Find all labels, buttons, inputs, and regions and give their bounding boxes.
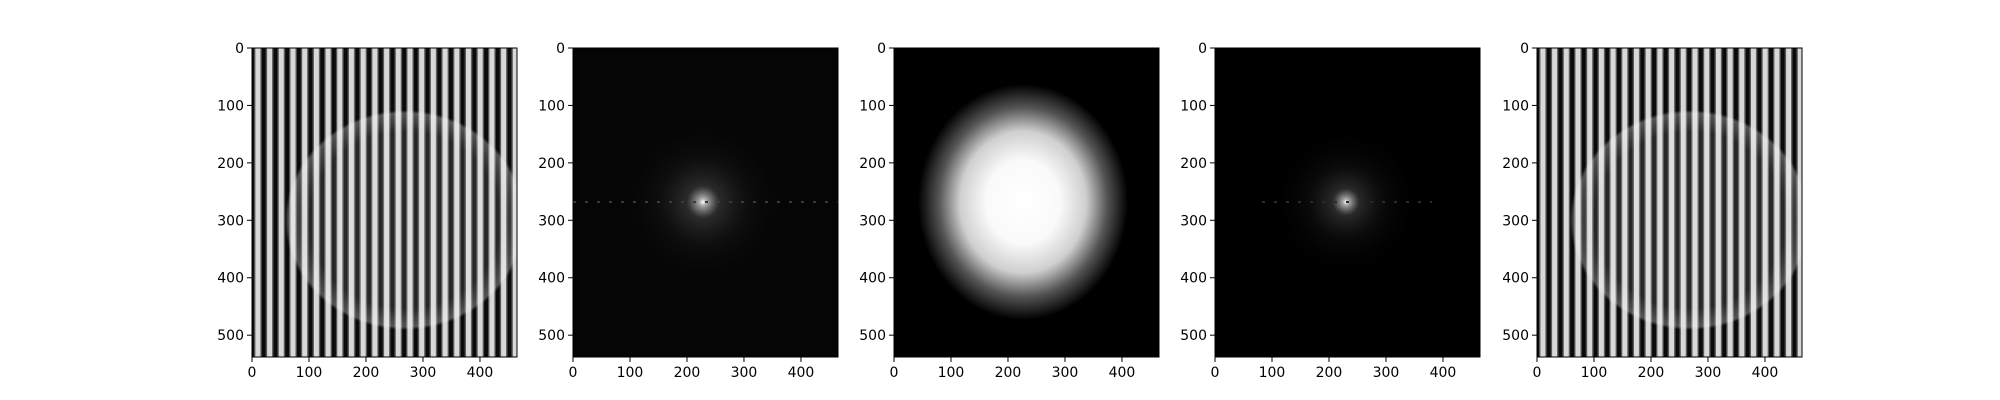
- y-tick-label: 300: [859, 213, 886, 229]
- y-tick-label: 0: [556, 41, 565, 57]
- x-tick-label: 100: [1581, 365, 1608, 381]
- y-tick-label: 400: [217, 271, 244, 287]
- y-tick-label: 500: [859, 328, 886, 344]
- y-tick-label: 400: [1180, 271, 1207, 287]
- x-tick-label: 200: [1316, 365, 1343, 381]
- x-tick-label: 100: [1259, 365, 1286, 381]
- y-tick-label: 200: [217, 156, 244, 172]
- y-tick-label: 0: [1198, 41, 1207, 57]
- x-tick-label: 0: [1533, 365, 1542, 381]
- y-tick-label: 100: [217, 98, 244, 114]
- x-tick-label: 200: [995, 365, 1022, 381]
- y-tick-label: 100: [538, 98, 565, 114]
- x-tick-label: 0: [890, 365, 899, 381]
- x-tick-label: 0: [1211, 365, 1220, 381]
- x-tick-label: 200: [1638, 365, 1665, 381]
- x-tick-label: 300: [1052, 365, 1079, 381]
- y-tick-label: 400: [859, 271, 886, 287]
- x-tick-label: 300: [410, 365, 437, 381]
- panel-2-fft-spectrum: [572, 47, 839, 358]
- panel-3-gaussian-mask: [893, 47, 1160, 358]
- y-tick-label: 200: [1180, 156, 1207, 172]
- y-tick-label: 100: [1502, 98, 1529, 114]
- x-tick-label: 0: [248, 365, 257, 381]
- y-tick-label: 0: [235, 41, 244, 57]
- x-tick-label: 300: [1373, 365, 1400, 381]
- panel-4-filtered-spectrum: [1214, 47, 1481, 358]
- x-tick-label: 100: [617, 365, 644, 381]
- x-tick-label: 400: [1109, 365, 1136, 381]
- x-tick-label: 200: [353, 365, 380, 381]
- x-tick-label: 400: [467, 365, 494, 381]
- x-tick-label: 300: [731, 365, 758, 381]
- x-tick-label: 100: [938, 365, 965, 381]
- y-tick-label: 300: [1180, 213, 1207, 229]
- y-tick-label: 300: [1502, 213, 1529, 229]
- panel-5-reconstructed-image: [1536, 47, 1803, 358]
- y-tick-label: 0: [877, 41, 886, 57]
- y-tick-label: 300: [538, 213, 565, 229]
- y-tick-label: 0: [1520, 41, 1529, 57]
- x-tick-label: 400: [1430, 365, 1457, 381]
- y-tick-label: 400: [1502, 271, 1529, 287]
- y-tick-label: 100: [859, 98, 886, 114]
- panel-1-stripe-image: [251, 47, 518, 358]
- y-tick-label: 100: [1180, 98, 1207, 114]
- y-tick-label: 500: [217, 328, 244, 344]
- y-tick-label: 500: [538, 328, 565, 344]
- y-tick-label: 200: [859, 156, 886, 172]
- x-tick-label: 100: [296, 365, 323, 381]
- y-tick-label: 200: [538, 156, 565, 172]
- x-tick-label: 200: [674, 365, 701, 381]
- axis-ticks: 0 100 200 300 400 0 100 200 300 400 500 0 100 200 300 4…: [217, 41, 1778, 381]
- x-tick-label: 400: [1752, 365, 1779, 381]
- x-tick-label: 400: [788, 365, 815, 381]
- y-tick-label: 400: [538, 271, 565, 287]
- x-tick-label: 300: [1695, 365, 1722, 381]
- y-tick-label: 200: [1502, 156, 1529, 172]
- y-tick-label: 500: [1502, 328, 1529, 344]
- y-tick-label: 500: [1180, 328, 1207, 344]
- x-tick-label: 0: [569, 365, 578, 381]
- y-tick-label: 300: [217, 213, 244, 229]
